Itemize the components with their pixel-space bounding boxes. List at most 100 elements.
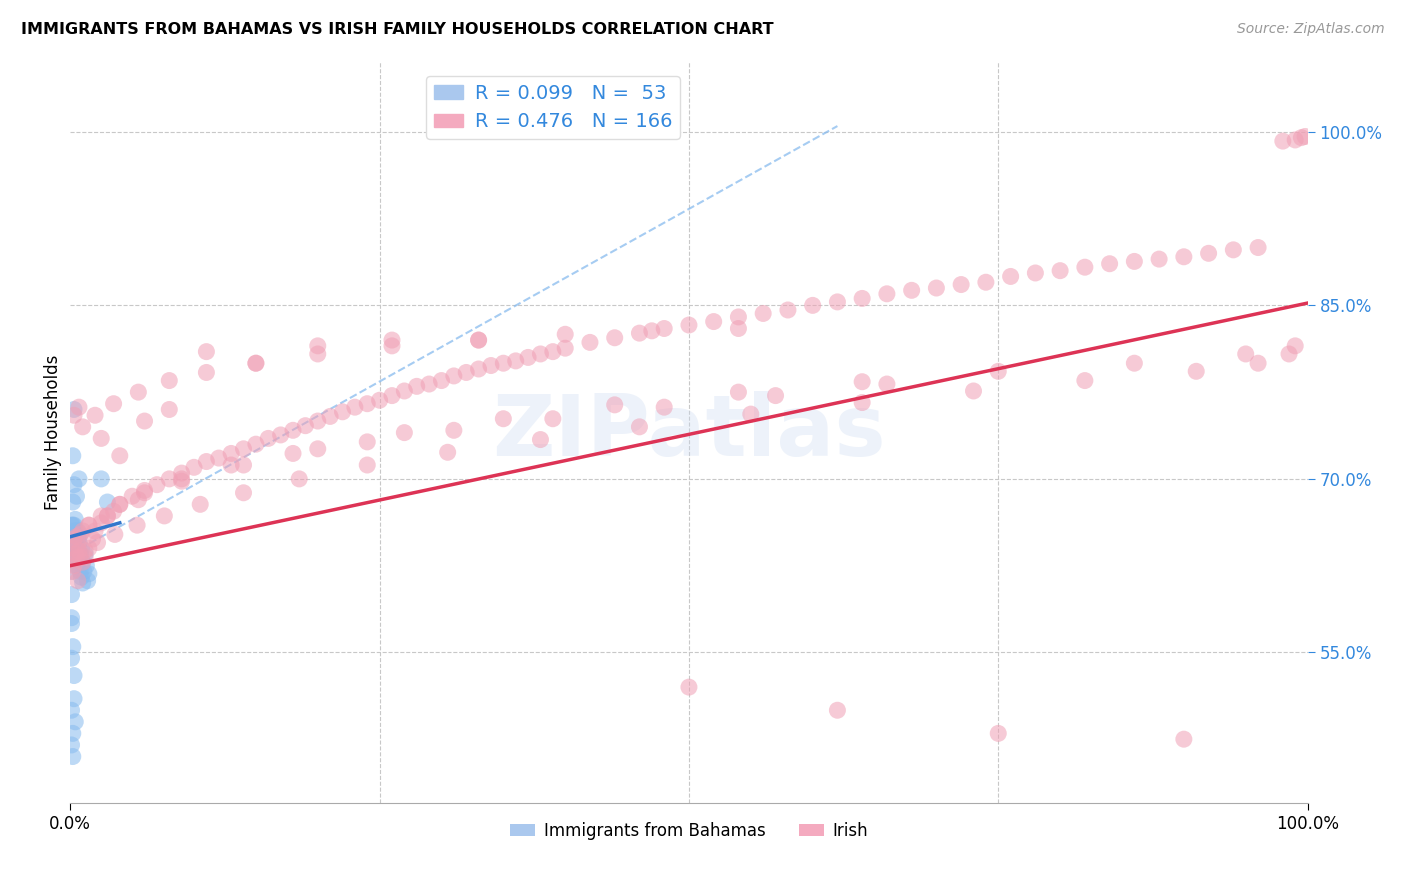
- Point: [63, 691, 86, 706]
- Point: [65, 489, 87, 503]
- Point: [381, 339, 404, 353]
- Point: [467, 362, 489, 376]
- Point: [727, 321, 749, 335]
- Point: [987, 726, 1010, 740]
- Point: [1024, 266, 1046, 280]
- Point: [65, 547, 87, 561]
- Point: [603, 398, 626, 412]
- Point: [76, 574, 98, 588]
- Point: [63, 524, 86, 538]
- Point: [962, 384, 984, 398]
- Point: [232, 485, 254, 500]
- Point: [208, 451, 231, 466]
- Point: [281, 423, 304, 437]
- Point: [517, 351, 540, 365]
- Point: [90, 472, 112, 486]
- Point: [157, 402, 180, 417]
- Point: [603, 331, 626, 345]
- Point: [381, 389, 404, 403]
- Point: [307, 339, 329, 353]
- Point: [652, 321, 675, 335]
- Point: [776, 303, 799, 318]
- Point: [86, 535, 108, 549]
- Point: [75, 558, 97, 573]
- Point: [65, 541, 87, 556]
- Point: [219, 458, 242, 472]
- Point: [63, 668, 86, 682]
- Point: [108, 497, 131, 511]
- Point: [579, 335, 602, 350]
- Point: [70, 541, 93, 556]
- Point: [73, 565, 96, 579]
- Point: [1291, 130, 1313, 145]
- Point: [69, 550, 91, 565]
- Point: [492, 411, 515, 425]
- Point: [641, 324, 664, 338]
- Point: [1222, 243, 1244, 257]
- Point: [467, 333, 489, 347]
- Point: [541, 411, 564, 425]
- Point: [678, 680, 700, 694]
- Point: [84, 524, 107, 538]
- Point: [60, 547, 83, 561]
- Point: [82, 532, 104, 546]
- Point: [356, 397, 378, 411]
- Point: [1074, 260, 1097, 275]
- Point: [1074, 374, 1097, 388]
- Point: [851, 375, 873, 389]
- Point: [443, 423, 465, 437]
- Point: [356, 434, 378, 449]
- Point: [188, 497, 211, 511]
- Point: [67, 472, 90, 486]
- Point: [67, 543, 90, 558]
- Point: [67, 535, 90, 549]
- Point: [974, 275, 997, 289]
- Point: [628, 420, 651, 434]
- Point: [62, 640, 84, 654]
- Point: [66, 538, 89, 552]
- Point: [66, 553, 89, 567]
- Point: [529, 433, 551, 447]
- Point: [84, 409, 107, 423]
- Point: [104, 527, 127, 541]
- Point: [900, 283, 922, 297]
- Text: ZIPatlas: ZIPatlas: [492, 391, 886, 475]
- Point: [319, 409, 342, 424]
- Point: [67, 530, 90, 544]
- Point: [430, 374, 453, 388]
- Point: [1234, 347, 1257, 361]
- Point: [69, 547, 91, 561]
- Point: [63, 518, 86, 533]
- Point: [1185, 364, 1208, 378]
- Point: [127, 385, 149, 400]
- Point: [554, 341, 576, 355]
- Point: [1049, 263, 1071, 277]
- Point: [60, 588, 83, 602]
- Point: [90, 508, 112, 523]
- Point: [60, 616, 83, 631]
- Point: [270, 428, 292, 442]
- Point: [195, 366, 218, 380]
- Point: [288, 472, 311, 486]
- Point: [69, 565, 91, 579]
- Point: [70, 570, 93, 584]
- Point: [394, 425, 416, 440]
- Point: [62, 449, 84, 463]
- Point: [1284, 339, 1306, 353]
- Point: [65, 550, 87, 565]
- Point: [62, 565, 84, 579]
- Point: [1247, 356, 1270, 370]
- Point: [62, 495, 84, 509]
- Point: [652, 400, 675, 414]
- Point: [170, 472, 193, 486]
- Point: [65, 512, 87, 526]
- Point: [1123, 356, 1146, 370]
- Point: [443, 368, 465, 383]
- Point: [90, 516, 112, 530]
- Point: [60, 703, 83, 717]
- Point: [77, 541, 100, 556]
- Point: [72, 576, 94, 591]
- Y-axis label: Family Households: Family Households: [44, 355, 62, 510]
- Point: [66, 530, 89, 544]
- Point: [67, 400, 90, 414]
